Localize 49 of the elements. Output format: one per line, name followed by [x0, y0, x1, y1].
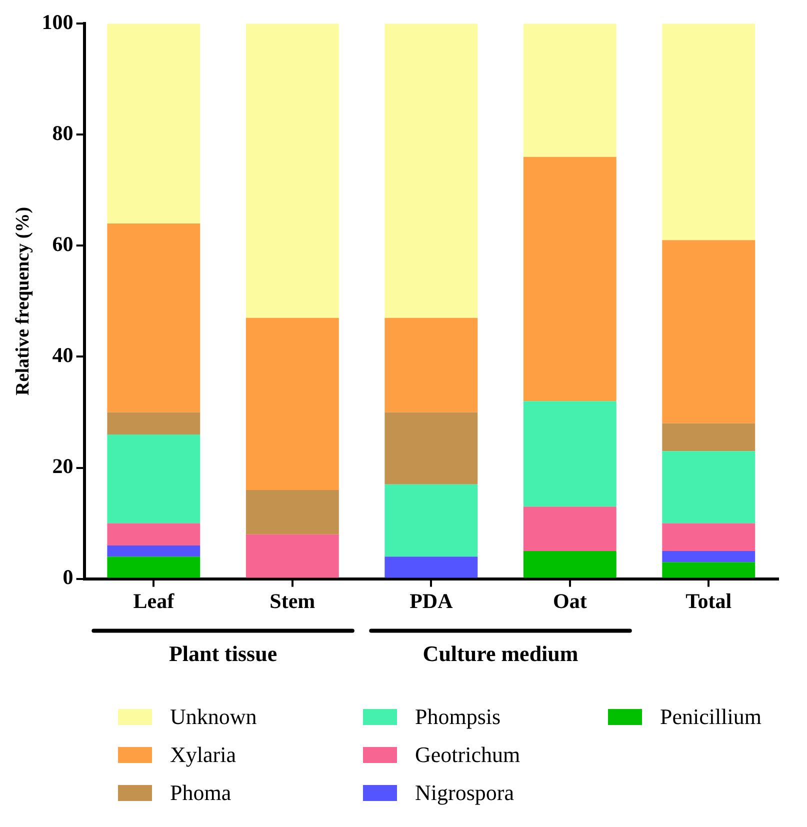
y-tick-label: 20 [52, 454, 74, 478]
bar [107, 412, 200, 434]
x-tick-label: Stem [270, 588, 316, 613]
text: Culture medium [422, 640, 578, 666]
bar [107, 24, 200, 224]
bar [662, 451, 756, 524]
bar [523, 401, 616, 507]
bar [107, 523, 200, 546]
bar [523, 551, 616, 578]
bar [384, 556, 478, 578]
bar [662, 562, 756, 578]
legend-label: Phoma [170, 780, 232, 806]
legend-label: Nigrospora [415, 780, 514, 806]
bar [384, 318, 478, 412]
bar [523, 24, 616, 157]
x-tick-label: Oat [552, 588, 587, 613]
text: Plant tissue [168, 640, 278, 666]
bar [107, 434, 200, 524]
bar [246, 534, 339, 578]
x-tick-label: Total [686, 588, 732, 613]
bar [246, 318, 339, 490]
x-tick-label: PDA [410, 588, 454, 613]
bar [107, 556, 200, 578]
bar [384, 412, 478, 484]
bar [662, 24, 756, 240]
bar [523, 156, 616, 402]
y-tick-label: 40 [52, 343, 74, 368]
bar [107, 545, 200, 557]
y-axis-title: Relative frequency (%) [12, 206, 34, 396]
y-tick-label: 100 [42, 10, 74, 34]
y-tick-label: 60 [52, 232, 74, 256]
x-tick-label: Leaf [133, 588, 176, 613]
bar [662, 240, 756, 424]
legend-label: Phompsis [415, 704, 501, 730]
legend-label: Xylaria [170, 742, 236, 768]
bar [384, 484, 478, 557]
bar [246, 24, 339, 318]
y-tick-label: 80 [52, 121, 74, 146]
bar [662, 551, 756, 562]
bar [662, 523, 756, 552]
legend-label: Geotrichum [415, 742, 520, 768]
legend-label: Penicillium [660, 704, 762, 730]
bar [662, 423, 756, 452]
bar [523, 506, 616, 552]
bar [246, 490, 339, 534]
y-tick-label: 0 [62, 565, 74, 590]
bar [384, 24, 478, 318]
legend-label: Unknown [170, 704, 257, 730]
bar [107, 223, 200, 412]
